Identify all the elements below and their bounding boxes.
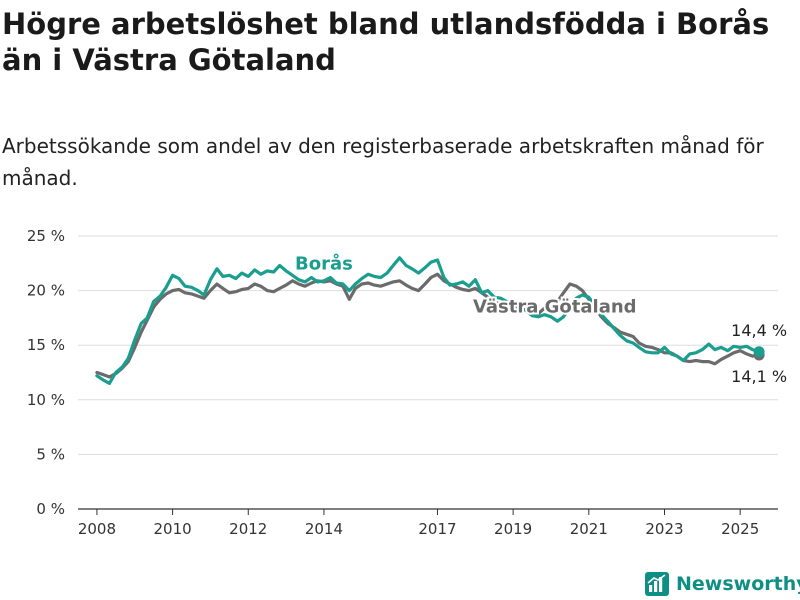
end-value-label: 14,4 % [731, 321, 787, 340]
y-tick-label: 10 % [27, 391, 65, 409]
chart-subtitle: Arbetssökande som andel av den registerb… [2, 134, 764, 190]
series-name-label: Västra Götaland [473, 296, 637, 317]
x-tick-label: 2023 [645, 520, 683, 538]
series-line-boras [95, 256, 761, 385]
series-lines [95, 256, 765, 385]
y-tick-label: 5 % [36, 445, 65, 463]
y-tick-label: 0 % [36, 500, 65, 518]
brand-name: Newsworthy [676, 573, 800, 595]
x-tick-label: 2012 [229, 520, 267, 538]
x-tick-label: 2017 [418, 520, 456, 538]
series-labels: Borås Västra Götaland 14,4 % 14,1 % [293, 250, 787, 386]
y-tick-label: 15 % [27, 336, 65, 354]
end-value-label: 14,1 % [731, 367, 787, 386]
x-tick-label: 2010 [154, 520, 192, 538]
chart-title: Högre arbetslöshet bland utlandsfödda i … [2, 7, 770, 77]
series-line-vastra-gotaland [95, 272, 761, 379]
gridlines [78, 235, 778, 510]
y-tick-label: 25 % [27, 227, 65, 245]
x-tick-label: 2008 [78, 520, 116, 538]
newsworthy-icon [645, 572, 669, 596]
y-axis: 0 % 5 % 10 % 15 % 20 % 25 % [27, 227, 65, 518]
x-tick-label: 2021 [570, 520, 608, 538]
x-tick-label: 2014 [305, 520, 343, 538]
series-name-label: Borås [295, 252, 353, 274]
x-tick-label: 2025 [721, 520, 759, 538]
series-end-point [753, 346, 765, 358]
y-tick-label: 20 % [27, 282, 65, 300]
x-tick-label: 2019 [494, 520, 532, 538]
x-axis: 2008 2010 2012 2014 2017 2019 2021 2023 2025 [78, 509, 759, 538]
newsworthy-logo[interactable]: Newsworthy [644, 570, 800, 598]
